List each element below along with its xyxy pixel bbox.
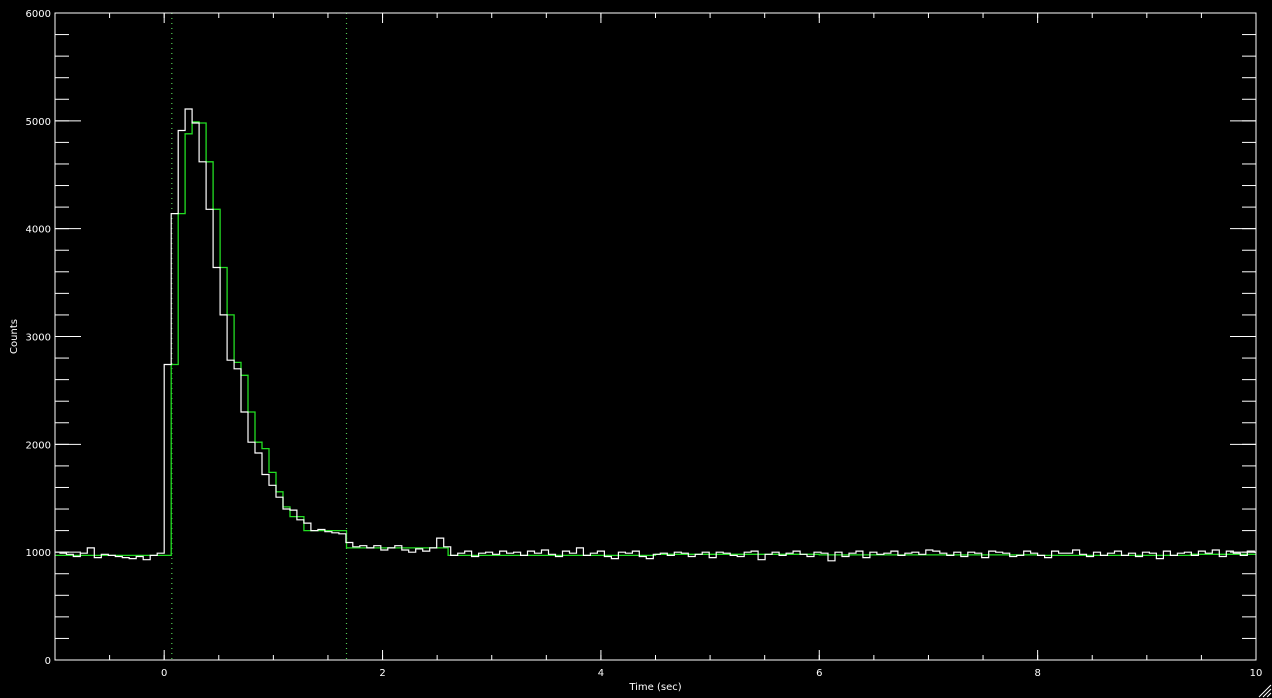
x-tick-label: 4 xyxy=(598,668,604,679)
y-tick-label: 3000 xyxy=(26,333,51,344)
resize-grip-icon[interactable] xyxy=(1258,684,1272,698)
y-tick-label: 5000 xyxy=(26,117,51,128)
y-axis-title: Counts xyxy=(9,319,20,354)
y-tick-label: 1000 xyxy=(26,548,51,559)
x-tick-label: 0 xyxy=(161,668,167,679)
x-tick-label: 6 xyxy=(816,668,822,679)
x-tick-label: 10 xyxy=(1250,668,1263,679)
plot-frame xyxy=(54,12,1257,661)
x-tick-label: 2 xyxy=(379,668,385,679)
observed-histogram-line xyxy=(59,108,1256,562)
x-axis-title: Time (sec) xyxy=(628,682,681,693)
y-tick-label: 0 xyxy=(45,656,51,667)
y-tick-label: 2000 xyxy=(26,440,51,451)
tick-labels: 0 2 4 6 8 10 0 1000 2000 3000 4000 5000 6000 xyxy=(26,9,1263,679)
y-tick-label: 6000 xyxy=(26,9,51,20)
x-tick-label: 8 xyxy=(1034,668,1040,679)
series-layer xyxy=(55,108,1256,562)
model-step-line xyxy=(55,121,1256,557)
y-tick-label: 4000 xyxy=(26,225,51,236)
